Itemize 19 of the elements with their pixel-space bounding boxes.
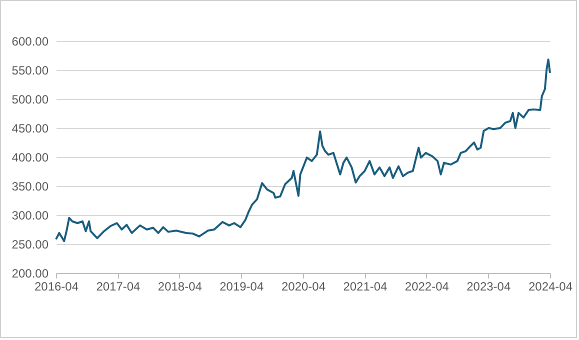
y-tick-label: 600.00 [12, 34, 49, 48]
y-tick-label: 300.00 [12, 208, 49, 222]
x-tick-label: 2016-04 [34, 280, 79, 294]
x-tick-label: 2021-04 [343, 280, 388, 294]
y-tick-label: 350.00 [12, 180, 49, 194]
x-tick-label: 2024-04 [528, 280, 573, 294]
line-series [55, 58, 551, 242]
y-tick-label: 200.00 [12, 266, 49, 280]
x-tick-label: 2022-04 [404, 280, 450, 294]
y-tick-label: 400.00 [12, 150, 49, 164]
x-tick-label: 2018-04 [158, 280, 202, 294]
y-tick-label: 500.00 [12, 92, 49, 106]
x-tick-label: 2017-04 [96, 280, 141, 294]
x-tick-label: 2019-04 [220, 280, 264, 294]
y-tick-label: 250.00 [12, 238, 49, 252]
y-tick-label: 550.00 [12, 64, 49, 78]
x-tick-label: 2020-04 [281, 280, 326, 294]
y-tick-label: 450.00 [12, 122, 49, 136]
x-tick-label: 2023-04 [466, 280, 511, 294]
